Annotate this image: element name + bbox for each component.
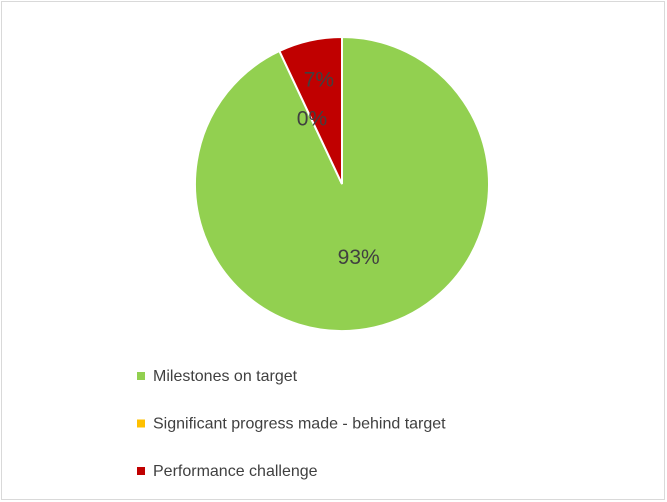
legend-label: Significant progress made - behind targe… bbox=[153, 416, 446, 433]
legend-swatch bbox=[137, 372, 145, 380]
legend-label: Milestones on target bbox=[153, 368, 298, 385]
data-label: 7% bbox=[304, 68, 334, 91]
legend-swatch bbox=[137, 419, 145, 428]
legend-swatch bbox=[137, 467, 145, 475]
pie-slice bbox=[278, 35, 343, 185]
data-label: 93% bbox=[338, 246, 380, 269]
legend-label: Performance challenge bbox=[153, 463, 318, 480]
data-label: 0% bbox=[297, 108, 327, 131]
